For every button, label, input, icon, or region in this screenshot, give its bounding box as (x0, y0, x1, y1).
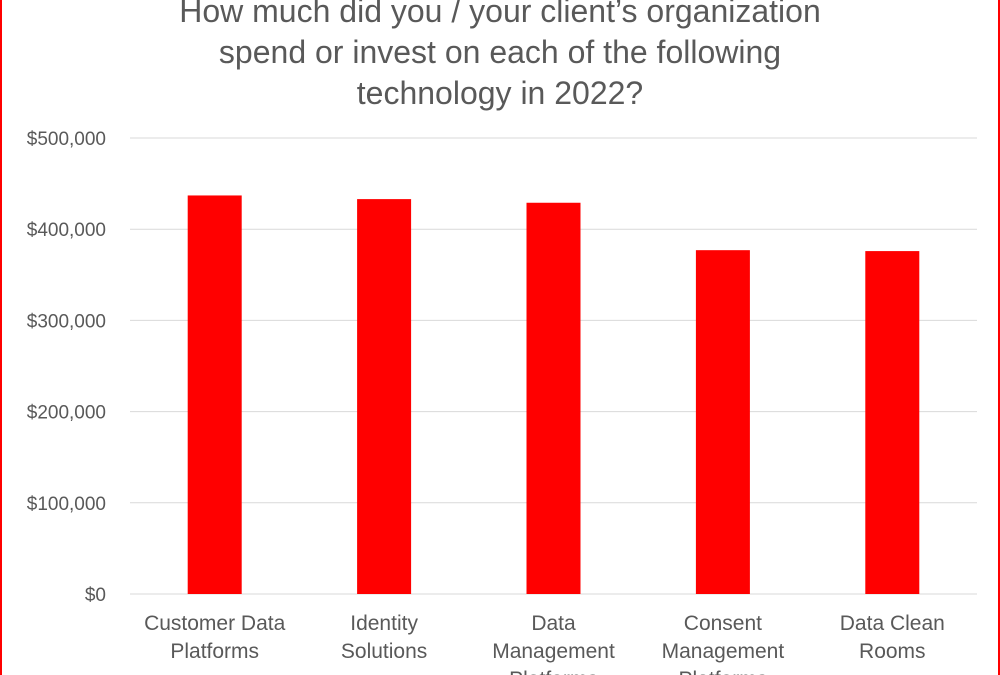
y-tick-label: $200,000 (27, 403, 106, 424)
bar (695, 250, 750, 594)
y-axis-tick-labels: $0 $100,000 $200,000 $300,000 $400,000 $500,0… (27, 129, 106, 606)
bar (187, 195, 242, 594)
x-category-label-line: Data Clean (840, 612, 945, 635)
chart-title-line: How much did you / your client’s organiz… (179, 0, 821, 29)
y-tick-label: $300,000 (27, 311, 106, 332)
y-tick-label: $100,000 (27, 494, 106, 515)
bars (187, 195, 920, 594)
x-category-label: Identity Solutions (341, 612, 427, 663)
y-tick-label: $500,000 (27, 129, 106, 150)
chart-title: How much did you / your client’s organiz… (179, 0, 821, 111)
x-category-label-line: Identity (350, 612, 418, 635)
bar (865, 251, 920, 594)
bar (526, 202, 581, 594)
x-category-label-line: Data (531, 612, 576, 635)
x-category-label-line: Platforms (679, 668, 768, 675)
x-category-label-line: Solutions (341, 640, 427, 663)
x-category-label-line: Consent (684, 612, 762, 635)
x-category-label: Data Clean Rooms (840, 612, 945, 663)
x-category-label-line: Management (492, 640, 615, 663)
x-category-label-line: Platforms (170, 640, 259, 663)
x-category-label: Data Management Platforms (492, 612, 615, 675)
x-category-label: Consent Management Platforms (662, 612, 785, 675)
x-category-label-line: Management (662, 640, 785, 663)
x-category-label-line: Platforms (509, 668, 598, 675)
chart-title-line: technology in 2022? (357, 75, 643, 111)
bar (357, 199, 412, 594)
x-category-label-line: Customer Data (144, 612, 286, 635)
y-tick-label: $400,000 (27, 220, 106, 241)
x-category-label: Customer Data Platforms (144, 612, 286, 663)
x-axis-category-labels: Customer Data Platforms Identity Solutions D… (144, 612, 945, 675)
x-category-label-line: Rooms (859, 640, 926, 663)
y-tick-label: $0 (85, 585, 106, 606)
chart-title-line: spend or invest on each of the following (219, 34, 781, 70)
